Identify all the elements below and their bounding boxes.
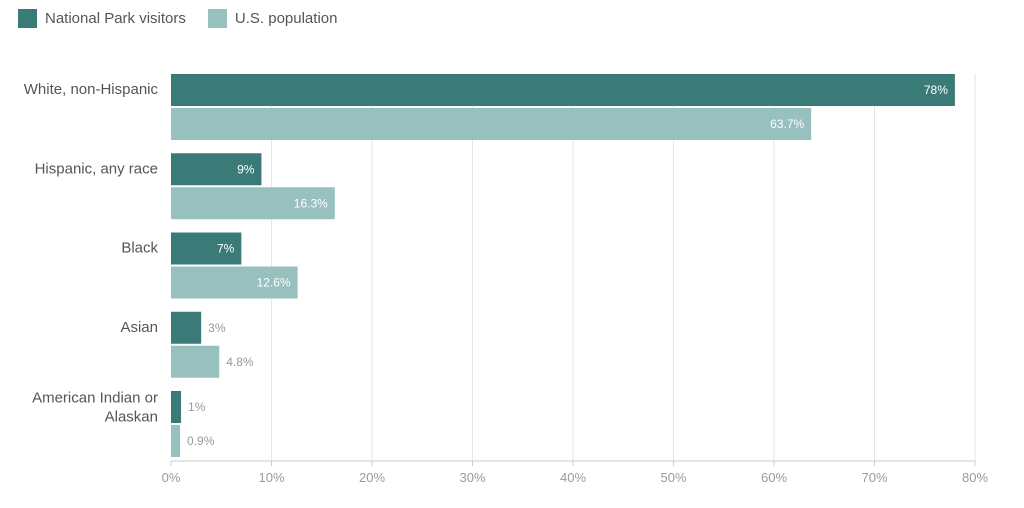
bar-national-park-visitors-black bbox=[171, 232, 242, 265]
bar-national-park-visitors-hispanic-any-race bbox=[171, 153, 262, 186]
bar-u-s-population-asian bbox=[171, 345, 220, 378]
legend-item-us-population[interactable]: U.S. population bbox=[207, 9, 338, 28]
bar-u-s-population-hispanic-any-race bbox=[171, 187, 335, 220]
bar-u-s-population-black bbox=[171, 266, 298, 299]
value-label-national-park-visitors-asian: 3% bbox=[208, 321, 226, 335]
x-tick-label: 70% bbox=[861, 470, 887, 485]
category-label-white-non-hispanic: White, non-Hispanic bbox=[24, 81, 159, 98]
category-label-black: Black bbox=[121, 240, 158, 257]
legend: National Park visitors U.S. population bbox=[18, 9, 359, 28]
value-label-u-s-population-white-non-hispanic: 63.7% bbox=[770, 117, 804, 131]
x-tick-label: 40% bbox=[560, 470, 586, 485]
value-label-national-park-visitors-white-non-hispanic: 78% bbox=[924, 83, 948, 97]
x-tick-label: 30% bbox=[459, 470, 485, 485]
value-label-national-park-visitors-hispanic-any-race: 9% bbox=[237, 162, 255, 176]
legend-swatch-national-park-visitors bbox=[18, 9, 37, 28]
x-tick-label: 10% bbox=[258, 470, 284, 485]
category-label-hispanic-any-race: Hispanic, any race bbox=[35, 160, 158, 177]
value-label-national-park-visitors-american-indian-or-alaskan: 1% bbox=[188, 400, 206, 414]
bar-u-s-population-american-indian-or-alaskan bbox=[171, 425, 181, 457]
value-label-national-park-visitors-black: 7% bbox=[217, 242, 235, 256]
bar-u-s-population-white-non-hispanic bbox=[171, 108, 812, 140]
legend-label-us-population: U.S. population bbox=[234, 10, 338, 27]
x-tick-label: 0% bbox=[162, 470, 181, 485]
x-tick-label: 50% bbox=[660, 470, 686, 485]
bar-national-park-visitors-american-indian-or-alaskan bbox=[171, 391, 182, 423]
value-label-u-s-population-american-indian-or-alaskan: 0.9% bbox=[187, 434, 215, 448]
value-label-u-s-population-asian: 4.8% bbox=[226, 355, 254, 369]
category-label-american-indian-or-alaskan: American Indian or Alaskan bbox=[32, 390, 158, 426]
legend-swatch-us-population bbox=[207, 9, 227, 28]
x-tick-label: 20% bbox=[359, 470, 385, 485]
bar-national-park-visitors-white-non-hispanic bbox=[171, 74, 955, 106]
legend-item-national-park-visitors[interactable]: National Park visitors bbox=[18, 9, 186, 28]
x-tick-label: 60% bbox=[761, 470, 787, 485]
bar-national-park-visitors-asian bbox=[171, 311, 202, 344]
value-label-u-s-population-black: 12.6% bbox=[257, 276, 291, 290]
value-label-u-s-population-hispanic-any-race: 16.3% bbox=[294, 196, 328, 210]
x-tick-label: 80% bbox=[962, 470, 988, 485]
legend-label-national-park-visitors: National Park visitors bbox=[45, 10, 186, 27]
category-label-asian: Asian bbox=[120, 319, 158, 336]
